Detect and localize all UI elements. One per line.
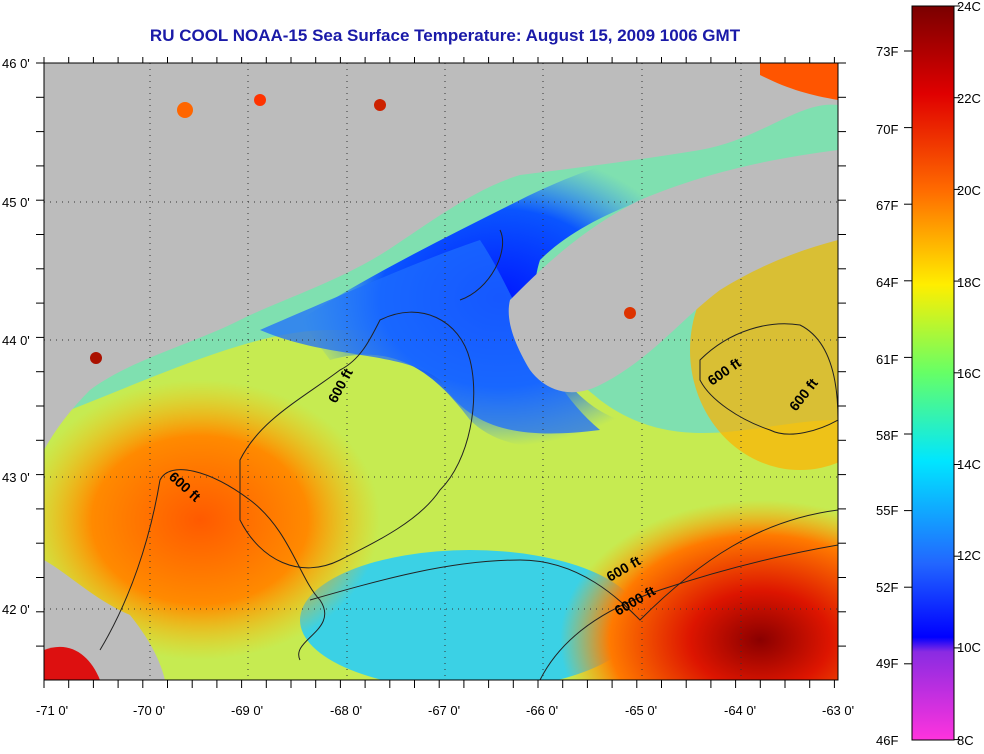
colorbar-c-label: 8C: [957, 733, 974, 748]
lon-label: -71 0': [36, 703, 68, 718]
land-warm-patch: [624, 307, 636, 319]
lat-label: 45 0': [2, 195, 30, 210]
colorbar-f-label: 67F: [876, 198, 898, 213]
colorbar-c-label: 24C: [957, 0, 981, 14]
colorbar-c-label: 22C: [957, 91, 981, 106]
lat-label: 43 0': [2, 470, 30, 485]
land-warm-patch: [254, 94, 266, 106]
land-nova-scotia: [508, 150, 838, 393]
lon-label: -69 0': [231, 703, 263, 718]
lon-label: -67 0': [428, 703, 460, 718]
colorbar-gradient: [911, 5, 955, 741]
lon-label: -68 0': [330, 703, 362, 718]
lon-label: -70 0': [133, 703, 165, 718]
ocean-warm-southeast: [560, 500, 838, 680]
colorbar-f-label: 46F: [876, 733, 898, 748]
lon-label: -66 0': [526, 703, 558, 718]
colorbar-c-label: 14C: [957, 457, 981, 472]
colorbar-f-label: 52F: [876, 580, 898, 595]
colorbar-c-label: 16C: [957, 366, 981, 381]
colorbar: 73F 70F 67F 64F 61F 58F 55F 52F 49F 46F …: [876, 0, 981, 748]
colorbar-f-label: 73F: [876, 44, 898, 59]
ocean-cyan-south: [300, 550, 640, 680]
colorbar-f-label: 55F: [876, 503, 898, 518]
colorbar-c-label: 20C: [957, 183, 981, 198]
land-warm-patch: [374, 99, 386, 111]
bathymetry-contours: [99, 229, 838, 680]
ocean-warm-northeast: [690, 230, 838, 470]
lat-label: 44 0': [2, 333, 30, 348]
colorbar-f-label: 64F: [876, 275, 898, 290]
land-warm-patch: [760, 63, 838, 100]
longitude-ticks: [43, 57, 835, 688]
ocean-warm-capecod: [44, 646, 100, 680]
grid-lines: [44, 63, 838, 680]
colorbar-f-label: 70F: [876, 122, 898, 137]
colorbar-c-label: 10C: [957, 640, 981, 655]
map-title: RU COOL NOAA-15 Sea Surface Temperature:…: [149, 26, 741, 45]
lat-label: 46 0': [2, 56, 30, 71]
land-warm-patch: [90, 352, 102, 364]
map-area: 600 ft 600 ft 600 ft 600 ft 600 ft 6000 …: [44, 63, 838, 680]
lon-label: -65 0': [625, 703, 657, 718]
colorbar-c-label: 18C: [957, 275, 981, 290]
colorbar-f-label: 49F: [876, 656, 898, 671]
colorbar-c-label: 12C: [957, 548, 981, 563]
colorbar-f-label: 61F: [876, 352, 898, 367]
lon-label: -64 0': [724, 703, 756, 718]
land-warm-patch: [177, 102, 193, 118]
colorbar-f-label: 58F: [876, 428, 898, 443]
colorbar-ticks: [904, 5, 960, 741]
lat-label: 42 0': [2, 602, 30, 617]
latitude-labels: 46 0' 45 0' 44 0' 43 0' 42 0': [2, 56, 30, 617]
land-maine-nb: [44, 63, 838, 450]
longitude-labels: -71 0' -70 0' -69 0' -68 0' -67 0' -66 0…: [36, 703, 854, 718]
latitude-ticks: [36, 62, 846, 647]
ocean-cold-coastal: [260, 240, 600, 434]
lon-label: -63 0': [822, 703, 854, 718]
ocean-warm-west: [44, 380, 380, 660]
